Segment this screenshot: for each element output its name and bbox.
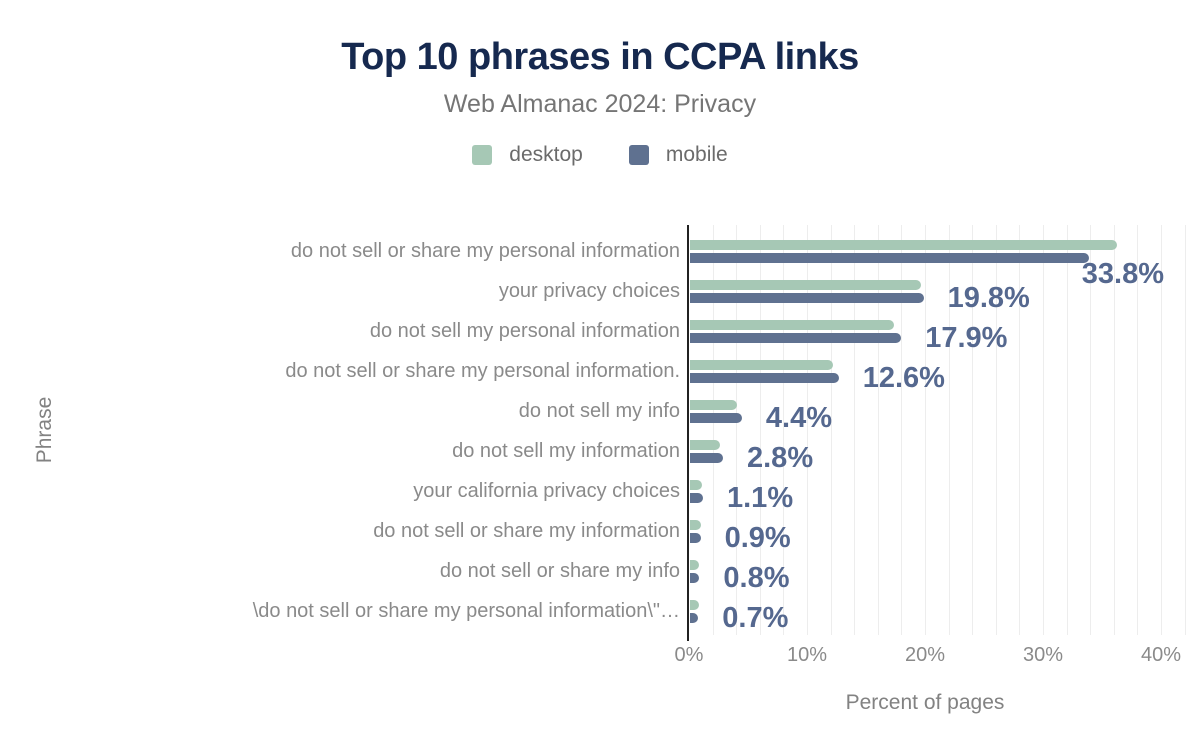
gridline [901,225,903,635]
value-annotation: 0.8% [723,562,790,594]
chart-title: Top 10 phrases in CCPA links [341,36,859,78]
value-annotation: 33.8% [1081,258,1164,290]
gridline [854,225,856,635]
value-annotation: 1.1% [727,482,794,514]
mobile-bar[interactable] [690,333,902,343]
legend-item-mobile: mobile [628,143,728,167]
gridline [948,225,950,635]
gridline [1137,225,1139,635]
category-label: do not sell or share my personal informa… [290,240,680,262]
legend-item-desktop: desktop [472,143,583,167]
value-annotation: 19.8% [947,282,1030,314]
y-axis-title: Phrase [33,396,56,464]
desktop-bar[interactable] [690,560,700,570]
category-label: your california privacy choices [413,480,680,502]
desktop-bar[interactable] [690,280,922,290]
legend-swatch-mobile [628,145,649,165]
gridline [1019,225,1021,635]
value-annotation: 0.9% [724,522,791,554]
mobile-bar[interactable] [690,253,1089,263]
gridline [830,225,832,635]
gridline [712,225,714,635]
desktop-bar[interactable] [690,440,720,450]
mobile-bar[interactable] [690,453,723,463]
zero-tick [687,635,689,641]
gridline [1113,225,1115,635]
gridline [736,225,738,635]
desktop-bar[interactable] [690,320,895,330]
desktop-bar[interactable] [690,520,701,530]
legend: desktop mobile [0,143,1200,167]
category-label: do not sell my information [452,440,680,462]
category-label: do not sell or share my info [439,560,680,582]
gridline [972,225,974,635]
x-tick-label: 30% [1022,644,1064,666]
gridline [759,225,761,635]
mobile-bar[interactable] [690,413,742,423]
value-annotation: 4.4% [765,402,832,434]
x-tick-label: 0% [674,644,704,666]
value-annotation: 17.9% [925,322,1008,354]
desktop-bar[interactable] [690,480,702,490]
gridline [995,225,997,635]
y-axis-line [687,225,689,635]
mobile-bar[interactable] [690,493,703,503]
category-label: do not sell my personal information [369,320,680,342]
mobile-bar[interactable] [690,613,699,623]
gridline [1090,225,1092,635]
x-tick-label: 40% [1140,644,1182,666]
desktop-bar[interactable] [690,240,1118,250]
gridline [1184,225,1186,635]
category-label: do not sell my info [518,400,680,422]
x-tick-label: 10% [786,644,828,666]
gridline [783,225,785,635]
x-tick-label: 20% [904,644,946,666]
mobile-bar[interactable] [690,533,701,543]
desktop-bar[interactable] [690,360,833,370]
desktop-bar[interactable] [690,400,738,410]
category-label: do not sell or share my information [373,520,680,542]
gridline [1066,225,1068,635]
mobile-bar[interactable] [690,373,839,383]
chart-subtitle: Web Almanac 2024: Privacy [443,90,757,118]
legend-label-mobile: mobile [665,143,728,166]
gridline [1161,225,1162,635]
x-axis-title: Percent of pages [845,691,1005,714]
category-label: your privacy choices [498,280,680,302]
mobile-bar[interactable] [690,573,700,583]
value-annotation: 2.8% [747,442,814,474]
category-label: do not sell or share my personal informa… [285,360,680,382]
mobile-bar[interactable] [690,293,924,303]
gridline [807,225,808,635]
gridline [877,225,879,635]
gridline [1043,225,1044,635]
legend-swatch-desktop [472,145,493,165]
gridline [925,225,926,635]
desktop-bar[interactable] [690,600,700,610]
value-annotation: 0.7% [722,602,789,634]
category-label: \do not sell or share my personal inform… [252,600,680,622]
legend-label-desktop: desktop [509,143,583,166]
value-annotation: 12.6% [862,362,945,394]
